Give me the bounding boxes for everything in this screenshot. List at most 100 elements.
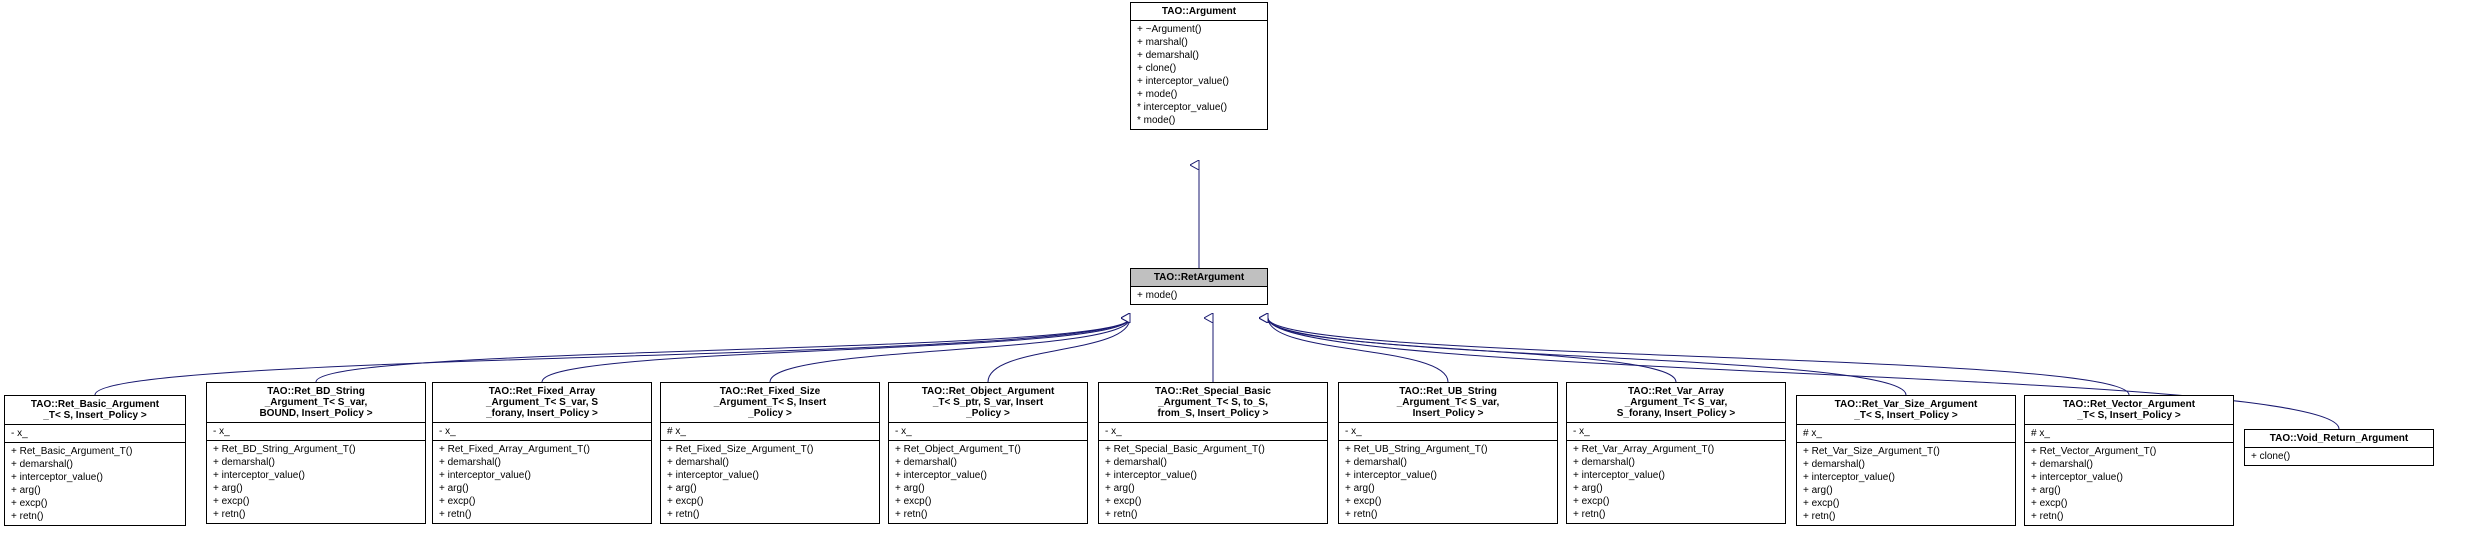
class-member: + Ret_Basic_Argument_T(): [11, 445, 179, 458]
class-member: + mode(): [1137, 289, 1261, 302]
class-box[interactable]: TAO::Ret_Var_Array _Argument_T< S_var, S…: [1566, 382, 1786, 524]
members-section: + Ret_Basic_Argument_T()+ demarshal()+ i…: [5, 443, 185, 525]
class-box[interactable]: TAO::RetArgument+ mode(): [1130, 268, 1268, 305]
class-title: TAO::Ret_Special_Basic _Argument_T< S, t…: [1099, 383, 1327, 423]
class-member: + Ret_Fixed_Size_Argument_T(): [667, 443, 873, 456]
class-member: + Ret_Vector_Argument_T(): [2031, 445, 2227, 458]
class-member: + demarshal(): [1345, 456, 1551, 469]
class-attr: # x_: [667, 425, 873, 438]
class-member: + excp(): [1105, 495, 1321, 508]
class-member: + demarshal(): [2031, 458, 2227, 471]
class-title: TAO::Ret_Fixed_Array _Argument_T< S_var,…: [433, 383, 651, 423]
class-title: TAO::Ret_UB_String _Argument_T< S_var, I…: [1339, 383, 1557, 423]
class-member: + interceptor_value(): [1345, 469, 1551, 482]
class-title: TAO::Ret_Basic_Argument _T< S, Insert_Po…: [5, 396, 185, 425]
class-attr: - x_: [1345, 425, 1551, 438]
members-section: + Ret_Var_Array_Argument_T()+ demarshal(…: [1567, 441, 1785, 523]
class-title: TAO::Ret_Vector_Argument _T< S, Insert_P…: [2025, 396, 2233, 425]
class-box[interactable]: TAO::Ret_Special_Basic _Argument_T< S, t…: [1098, 382, 1328, 524]
attrs-section: # x_: [661, 423, 879, 441]
members-section: + Ret_Fixed_Array_Argument_T()+ demarsha…: [433, 441, 651, 523]
class-member: + excp(): [439, 495, 645, 508]
class-member: + arg(): [1573, 482, 1779, 495]
class-box[interactable]: TAO::Void_Return_Argument+ clone(): [2244, 429, 2434, 466]
class-member: + Ret_Special_Basic_Argument_T(): [1105, 443, 1321, 456]
class-member: + arg(): [11, 484, 179, 497]
class-title: TAO::Ret_Var_Size_Argument _T< S, Insert…: [1797, 396, 2015, 425]
class-attr: - x_: [1105, 425, 1321, 438]
class-member: + retn(): [439, 508, 645, 521]
class-attr: # x_: [1803, 427, 2009, 440]
class-title: TAO::Ret_Var_Array _Argument_T< S_var, S…: [1567, 383, 1785, 423]
class-member: + arg(): [895, 482, 1081, 495]
class-box[interactable]: TAO::Ret_BD_String _Argument_T< S_var, B…: [206, 382, 426, 524]
class-member: + interceptor_value(): [1105, 469, 1321, 482]
class-attr: - x_: [11, 427, 179, 440]
class-member: + Ret_UB_String_Argument_T(): [1345, 443, 1551, 456]
members-section: + mode(): [1131, 287, 1267, 304]
class-box[interactable]: TAO::Ret_Fixed_Array _Argument_T< S_var,…: [432, 382, 652, 524]
class-member: + interceptor_value(): [1573, 469, 1779, 482]
class-member: + retn(): [667, 508, 873, 521]
class-member: + excp(): [1573, 495, 1779, 508]
class-member: + clone(): [2251, 450, 2427, 463]
class-member: + retn(): [2031, 510, 2227, 523]
members-section: + Ret_BD_String_Argument_T()+ demarshal(…: [207, 441, 425, 523]
class-member: + arg(): [439, 482, 645, 495]
class-member: + arg(): [213, 482, 419, 495]
class-member: + retn(): [213, 508, 419, 521]
class-member: + arg(): [1803, 484, 2009, 497]
class-title: TAO::Void_Return_Argument: [2245, 430, 2433, 448]
class-title: TAO::Ret_BD_String _Argument_T< S_var, B…: [207, 383, 425, 423]
class-member: + interceptor_value(): [1137, 75, 1261, 88]
class-title: TAO::Ret_Object_Argument _T< S_ptr, S_va…: [889, 383, 1087, 423]
class-member: + arg(): [1105, 482, 1321, 495]
members-section: + Ret_Fixed_Size_Argument_T()+ demarshal…: [661, 441, 879, 523]
class-member: + retn(): [1803, 510, 2009, 523]
class-member: + Ret_Fixed_Array_Argument_T(): [439, 443, 645, 456]
class-box[interactable]: TAO::Ret_UB_String _Argument_T< S_var, I…: [1338, 382, 1558, 524]
class-box[interactable]: TAO::Ret_Object_Argument _T< S_ptr, S_va…: [888, 382, 1088, 524]
class-member: + excp(): [1345, 495, 1551, 508]
class-member: + demarshal(): [1105, 456, 1321, 469]
class-member: + demarshal(): [1137, 49, 1261, 62]
class-member: + demarshal(): [1573, 456, 1779, 469]
class-member: + interceptor_value(): [439, 469, 645, 482]
class-attr: # x_: [2031, 427, 2227, 440]
class-member: * mode(): [1137, 114, 1261, 127]
class-member: + Ret_Object_Argument_T(): [895, 443, 1081, 456]
class-member: * interceptor_value(): [1137, 101, 1261, 114]
class-member: + Ret_Var_Array_Argument_T(): [1573, 443, 1779, 456]
class-attr: - x_: [439, 425, 645, 438]
class-member: + interceptor_value(): [667, 469, 873, 482]
class-member: + excp(): [1803, 497, 2009, 510]
members-section: + Ret_Special_Basic_Argument_T()+ demars…: [1099, 441, 1327, 523]
class-member: + interceptor_value(): [2031, 471, 2227, 484]
class-member: + excp(): [667, 495, 873, 508]
class-box[interactable]: TAO::Ret_Basic_Argument _T< S, Insert_Po…: [4, 395, 186, 526]
class-box[interactable]: TAO::Ret_Var_Size_Argument _T< S, Insert…: [1796, 395, 2016, 526]
class-box[interactable]: TAO::Ret_Fixed_Size _Argument_T< S, Inse…: [660, 382, 880, 524]
class-member: + demarshal(): [667, 456, 873, 469]
class-title: TAO::Argument: [1131, 3, 1267, 21]
class-member: + mode(): [1137, 88, 1261, 101]
attrs-section: - x_: [889, 423, 1087, 441]
class-member: + arg(): [667, 482, 873, 495]
class-member: + Ret_BD_String_Argument_T(): [213, 443, 419, 456]
class-box[interactable]: TAO::Ret_Vector_Argument _T< S, Insert_P…: [2024, 395, 2234, 526]
class-member: + clone(): [1137, 62, 1261, 75]
class-member: + demarshal(): [11, 458, 179, 471]
class-member: + excp(): [2031, 497, 2227, 510]
attrs-section: - x_: [1567, 423, 1785, 441]
class-attr: - x_: [1573, 425, 1779, 438]
attrs-section: - x_: [1339, 423, 1557, 441]
class-member: + excp(): [11, 497, 179, 510]
class-member: + retn(): [895, 508, 1081, 521]
class-title: TAO::RetArgument: [1131, 269, 1267, 287]
class-member: + interceptor_value(): [895, 469, 1081, 482]
class-box[interactable]: TAO::Argument+ ~Argument()+ marshal()+ d…: [1130, 2, 1268, 130]
attrs-section: # x_: [2025, 425, 2233, 443]
class-member: + excp(): [895, 495, 1081, 508]
class-member: + demarshal(): [895, 456, 1081, 469]
class-member: + Ret_Var_Size_Argument_T(): [1803, 445, 2009, 458]
